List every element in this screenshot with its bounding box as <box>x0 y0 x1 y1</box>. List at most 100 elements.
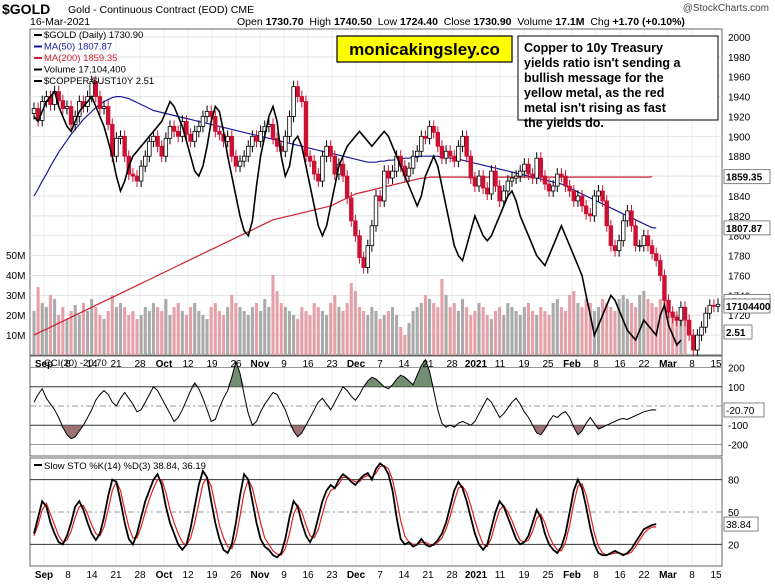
volume-bar <box>102 319 106 355</box>
price-candle <box>353 220 358 237</box>
volume-bar <box>57 315 61 355</box>
price-candle <box>64 106 70 109</box>
price-candle <box>505 180 511 192</box>
price-candle <box>97 96 103 109</box>
sto-last-box <box>723 516 759 532</box>
price-candle <box>176 130 181 137</box>
volume-bar <box>481 307 485 355</box>
volume-bar <box>316 307 320 355</box>
volume-bar <box>510 307 514 355</box>
x-tick-label-main: Oct <box>156 359 173 370</box>
price-candle <box>489 170 494 195</box>
volume-bar <box>32 311 36 355</box>
change-value: +1.70 (+0.10%) <box>612 16 685 28</box>
volume-bar <box>160 311 164 355</box>
volume-bar <box>172 307 176 355</box>
x-tick-label-main: 2021 <box>465 359 488 370</box>
ratio-last-label: 2.51 <box>726 328 746 339</box>
volume-bar <box>337 307 341 355</box>
x-tick-label-bottom: 26 <box>230 570 242 581</box>
volume-bar <box>506 303 510 355</box>
price-candle <box>629 210 634 227</box>
volume-bar <box>127 315 131 355</box>
volume-bar <box>444 295 448 355</box>
volume-bar <box>502 315 506 355</box>
price-tick-label: 1920 <box>728 112 751 123</box>
x-tick-label-bottom: 16 <box>614 570 626 581</box>
note-text: Copper to 10y Treasury yields ratio isn't… <box>524 41 682 130</box>
price-candle <box>246 145 251 157</box>
sto-k-line <box>33 462 657 559</box>
price-candle <box>311 160 317 175</box>
sto-d-line <box>33 464 657 556</box>
x-tick-label-bottom: 16 <box>302 570 314 581</box>
x-tick-label-bottom: 28 <box>446 570 458 581</box>
legend-entry: MA(50) 1807.87 <box>44 42 112 53</box>
copper-yield-ratio-line <box>33 89 682 347</box>
volume-bar <box>539 307 543 355</box>
volume-bar <box>254 303 259 355</box>
price-panel: 1700172017401760178018001820184018601880… <box>6 28 771 356</box>
price-candle <box>559 173 564 177</box>
volume-bar <box>44 307 48 355</box>
price-candle <box>604 200 609 227</box>
price-candle <box>138 165 144 182</box>
volume-bar <box>588 303 592 355</box>
x-tick-label-bottom: 8 <box>65 570 71 581</box>
x-tick-label-bottom: 19 <box>206 570 218 581</box>
x-tick-label-bottom: Sep <box>35 570 53 581</box>
price-candle <box>460 135 465 147</box>
x-tick-label-main: 7 <box>377 359 383 370</box>
x-tick-label-bottom: 9 <box>281 570 287 581</box>
price-candle <box>332 155 337 175</box>
price-candle <box>534 157 539 179</box>
price-candle <box>328 145 333 157</box>
cci-last-box <box>723 402 765 418</box>
cci-tick-label: -100 <box>728 421 748 432</box>
cci-last-label: -20.70 <box>726 406 755 417</box>
volume-bar <box>419 303 423 355</box>
volume-bar <box>40 303 44 355</box>
x-tick-label-bottom: 22 <box>638 570 650 581</box>
volume-bar <box>469 315 473 355</box>
price-candle <box>357 235 362 258</box>
price-candle <box>542 175 548 185</box>
price-candle <box>237 160 243 167</box>
price-candle <box>415 150 420 157</box>
volume-bar <box>308 315 312 355</box>
volume-bar <box>399 327 403 355</box>
low-value: 1724.40 <box>399 16 438 28</box>
price-candle <box>307 155 313 162</box>
volume-bar <box>436 307 440 355</box>
price-candle <box>678 306 684 321</box>
volume-bar <box>226 307 230 355</box>
price-candle <box>596 190 601 197</box>
volume-bar <box>390 307 395 355</box>
volume-bar <box>531 311 535 355</box>
volume-bar <box>563 311 568 355</box>
volume-bar <box>221 315 226 355</box>
volume-label: Volume <box>517 16 553 28</box>
stockcharts-watermark[interactable]: @StockCharts.com <box>682 3 769 14</box>
legend-entry: MA(200) 1859.35 <box>44 53 117 64</box>
volume-bar <box>485 315 489 355</box>
volume-bar <box>292 315 296 355</box>
volume-bar <box>234 303 238 355</box>
price-tick-label: 1800 <box>728 232 751 243</box>
volume-last-label-box <box>723 298 771 314</box>
volume-bar <box>465 307 469 355</box>
cci-title: CCI(20) -20.70 <box>44 358 107 369</box>
price-candle <box>431 126 436 133</box>
volume-bar <box>378 319 382 355</box>
price-candle <box>472 177 478 187</box>
volume-tick-label: 50M <box>6 251 25 262</box>
price-candle <box>546 183 552 192</box>
volume-bar <box>164 299 168 355</box>
price-candle <box>270 124 276 139</box>
price-tick-label: 1960 <box>728 73 751 84</box>
volume-bar <box>629 303 634 355</box>
price-candle <box>715 303 721 307</box>
price-candle <box>588 213 593 217</box>
volume-bar <box>460 299 465 355</box>
